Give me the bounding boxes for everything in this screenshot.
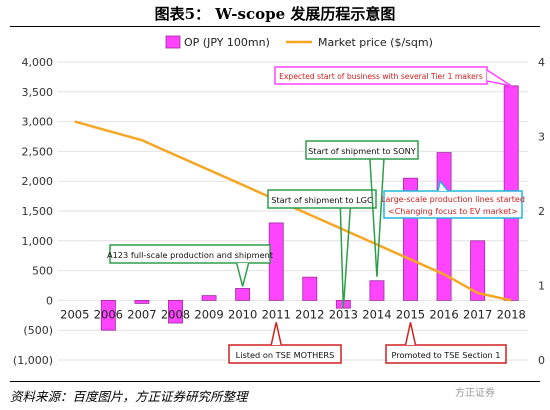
callout-largescale-pointer [437,179,449,192]
callout-largescale-text2: <Changing focus to EV market> [388,207,518,216]
watermark: 方正证券 [455,388,495,399]
x-tick-label: 2018 [497,307,526,321]
op-bar [268,222,284,301]
y-left-tick-label: 2,000 [22,175,54,188]
legend-op-label: OP (JPY 100mn) [184,36,270,49]
y-left-tick-label: 3,500 [22,86,54,99]
callout-a123-box [109,244,271,264]
x-tick-label: 2015 [396,307,425,321]
callout-largescale-text: Large-scale production lines started [381,195,525,204]
y-right-tick-label: 1 [538,280,545,293]
op-bar [470,240,486,301]
x-tick-label: 2011 [262,307,291,321]
op-bar [100,299,116,331]
chart-svg: (1,000) (500) 0 500 1,000 1,500 2,000 2,500 3,00… [13,35,545,367]
op-bar [369,280,385,301]
op-bar [302,276,318,301]
op-bar [201,295,217,301]
y-left-tick-label: (1,000) [13,354,53,367]
callout-sony-box [305,140,419,160]
y-left-tick-label: 4,000 [22,56,54,69]
callout-tier1-pointer [486,69,512,87]
source-note: 资料来源：百度图片，方正证券研究所整理 [10,389,248,404]
op-bar [168,299,183,324]
y-right-tick-label: 2 [538,205,545,218]
y-left-tick-label: 0 [46,294,53,307]
x-tick-label: 2017 [463,307,492,321]
legend-op-swatch [165,35,181,49]
x-tick-label: 2005 [60,307,89,321]
y-left-tick-label: 1,500 [22,205,54,218]
y-left-tick-label: 500 [32,265,53,278]
y-right-tick-label: 0 [538,354,545,367]
x-tick-label: 2008 [161,307,190,321]
callout-sony-pointer [369,158,385,277]
callout-lgc-box [267,189,377,209]
x-tick-label: 2009 [194,307,223,321]
market-price-line [74,120,512,302]
callout-sony-text: Start of shipment to SONY [308,146,417,156]
y-left-tick-label: 3,000 [22,116,54,129]
callout-mothers-text: Listed on TSE MOTHERS [236,350,335,360]
callout-lgc-pointer [339,207,352,309]
callout-section1-pointer [404,322,417,346]
x-tick-label: 2010 [228,307,257,321]
callout-tier1-text: Expected start of business with several … [279,72,483,81]
x-tick-label: 2014 [362,307,391,321]
x-tick-label: 2006 [94,307,123,321]
callout-section1-box [385,344,507,364]
chart-title: 图表5： W-scope 发展历程示意图 [154,5,396,23]
callout-a123-pointer [235,262,250,287]
op-bar [134,299,150,304]
callout-largescale-box [383,190,523,219]
x-tick-label: 2016 [429,307,458,321]
callout-lgc-text: Start of shipment to LGC [271,195,373,205]
callout-mothers-box [228,344,342,364]
callout-mothers-pointer [270,322,282,346]
y-left-tick-label: (500) [23,324,53,337]
y-right-tick-label: 4 [538,56,545,69]
x-tick-label: 2012 [295,307,324,321]
y-left-tick-label: 2,500 [22,145,54,158]
x-tick-label: 2007 [127,307,156,321]
top-rule [10,26,540,27]
bottom-rule [10,381,540,382]
y-left-tick-label: 1,000 [22,235,54,248]
callout-section1-text: Promoted to TSE Section 1 [391,350,500,360]
x-tick-label: 2013 [329,307,358,321]
y-right-tick-label: 3 [538,131,545,144]
op-bar [235,288,251,301]
legend-market-label: Market price ($/sqm) [318,36,433,49]
callout-a123-text: A123 full-scale production and shipment [107,250,274,260]
